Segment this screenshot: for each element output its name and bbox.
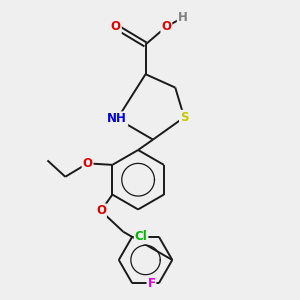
Text: F: F — [148, 277, 155, 290]
Text: O: O — [96, 204, 106, 218]
Text: S: S — [180, 111, 188, 124]
Text: O: O — [111, 20, 121, 33]
Text: NH: NH — [107, 112, 127, 125]
Text: H: H — [178, 11, 188, 24]
Text: Cl: Cl — [135, 230, 148, 243]
Text: O: O — [82, 157, 93, 170]
Text: O: O — [161, 20, 171, 33]
